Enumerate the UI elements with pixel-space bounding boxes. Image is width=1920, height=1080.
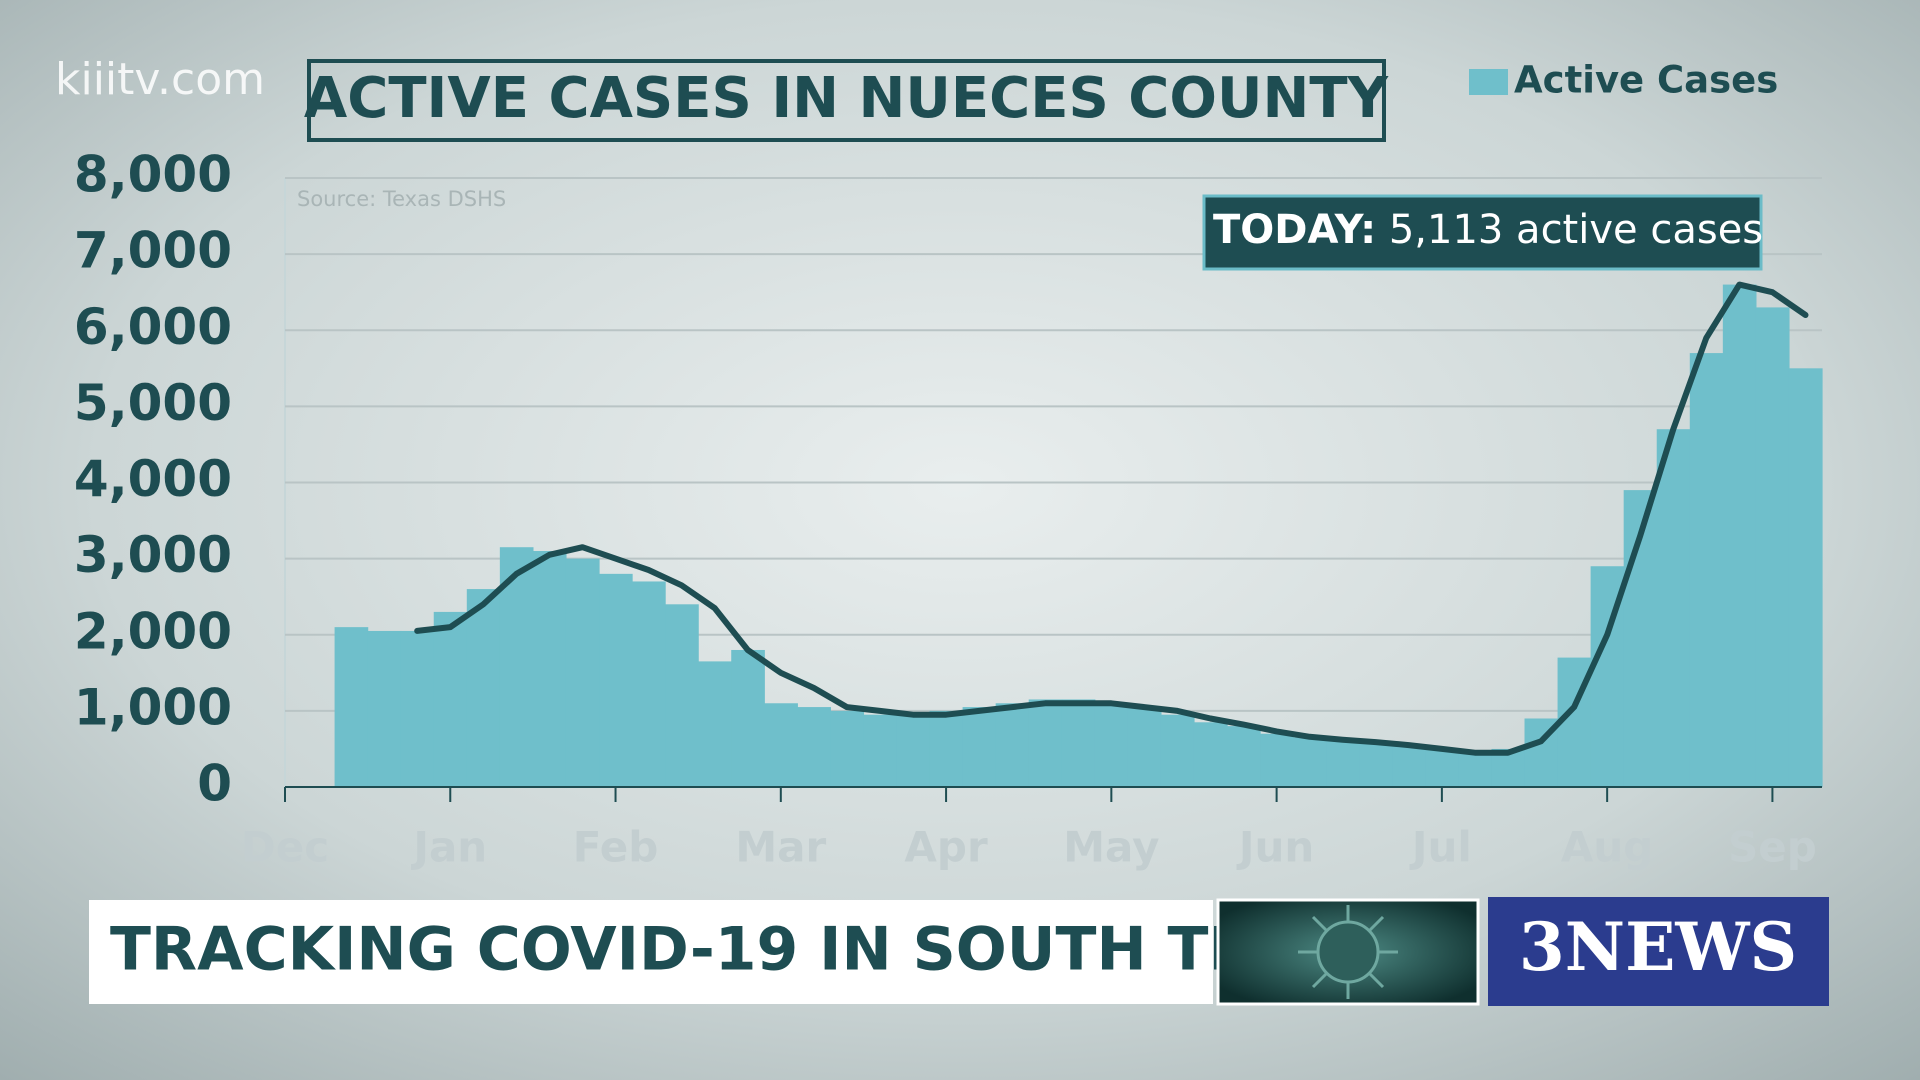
x-tick-label: Apr (904, 823, 988, 872)
y-tick-label: 1,000 (74, 678, 232, 736)
bar (565, 558, 600, 787)
bar (797, 707, 831, 787)
bar (1689, 353, 1724, 787)
legend-label: Active Cases (1514, 59, 1778, 102)
bar (1755, 307, 1790, 787)
bar (1260, 733, 1294, 787)
bar (764, 703, 798, 787)
bar (962, 707, 997, 787)
bar (367, 630, 402, 787)
bar (1061, 699, 1096, 787)
bar (830, 710, 865, 787)
bar (1127, 707, 1162, 787)
bar (1160, 714, 1195, 787)
bar (466, 589, 501, 787)
y-tick-label: 4,000 (74, 450, 232, 508)
bar (1656, 429, 1691, 787)
y-tick-label: 8,000 (74, 146, 232, 204)
bar (731, 649, 765, 787)
y-tick-label: 5,000 (74, 374, 232, 432)
banner-bar (89, 900, 1213, 1004)
x-tick-label: Feb (573, 823, 659, 872)
bar (1788, 368, 1823, 787)
bar (599, 573, 633, 787)
bar (334, 627, 369, 787)
watermark: kiiitv.com (55, 54, 265, 105)
bar (1094, 703, 1129, 787)
x-tick-label: May (1063, 823, 1159, 872)
bar (1392, 745, 1426, 787)
x-tick-label: Dec (241, 823, 329, 872)
legend: Active Cases (1469, 59, 1778, 102)
bar (1359, 742, 1393, 787)
today-annotation: TODAY: 5,113 active cases (1213, 207, 1763, 253)
x-tick-label: Sep (1728, 823, 1817, 872)
legend-swatch (1469, 69, 1508, 95)
bar (1425, 748, 1460, 787)
x-tick-label: Aug (1561, 823, 1653, 872)
y-tick-label: 0 (197, 755, 232, 813)
bar (1193, 722, 1228, 787)
logo-box (1488, 897, 1829, 1006)
bar (1326, 739, 1360, 787)
bar (1028, 699, 1063, 787)
station-logo: 3NEWS (1519, 908, 1797, 986)
bar (1458, 752, 1493, 787)
bar (929, 710, 964, 787)
today-text: 5,113 active cases (1389, 207, 1763, 253)
bar (863, 714, 898, 787)
bar (632, 581, 666, 787)
virus-icon (1298, 905, 1398, 999)
bar (532, 551, 567, 787)
y-tick-label: 3,000 (74, 526, 232, 584)
y-tick-label: 7,000 (74, 222, 232, 280)
today-label: TODAY: (1213, 207, 1376, 253)
bar (665, 604, 699, 787)
x-tick-label: Jun (1236, 823, 1314, 872)
title-box (307, 59, 1386, 142)
y-tick-label: 2,000 (74, 602, 232, 660)
chart-title: ACTIVE CASES IN NUECES COUNTY (304, 66, 1390, 131)
bar (433, 611, 468, 787)
bar (1227, 726, 1261, 787)
banner-headline: TRACKING COVID-19 IN SOUTH TEXAS (110, 915, 1385, 985)
plot-area: Source: Texas DSHS 0 1,000 2,000 3,000 4,000 5… (74, 146, 1823, 872)
x-tick-label: Mar (735, 823, 826, 872)
bar (1293, 737, 1327, 787)
x-tick-label: Jan (410, 823, 487, 872)
source-note: Source: Texas DSHS (297, 187, 506, 211)
today-box (1202, 194, 1763, 271)
bar (400, 630, 435, 787)
x-tick-label: Jul (1409, 823, 1472, 872)
bar (698, 661, 732, 787)
bar (995, 703, 1030, 787)
trend-line (414, 281, 1809, 756)
bar (1722, 284, 1757, 787)
y-tick-label: 6,000 (74, 298, 232, 356)
bar (896, 714, 931, 787)
